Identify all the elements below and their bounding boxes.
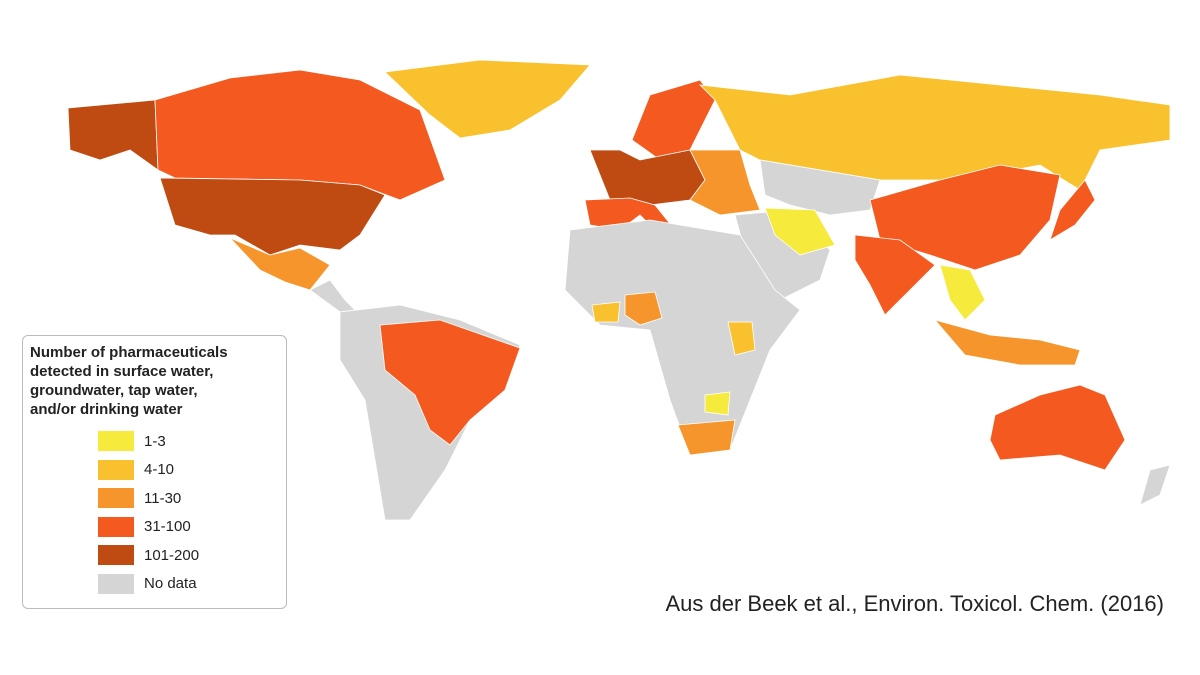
canada: [154, 69, 446, 201]
new-zealand: [1139, 464, 1171, 506]
mexico: [229, 237, 331, 291]
legend-label: 101-200: [144, 546, 200, 564]
legend-item: 1-3: [98, 427, 286, 456]
australia: [989, 384, 1126, 471]
se-asia: [939, 264, 986, 321]
legend-title-line: groundwater, tap water,: [30, 382, 198, 399]
central-america: [309, 279, 356, 313]
legend-swatch: [98, 573, 134, 594]
legend: Number of pharmaceuticals detected in sur…: [22, 335, 287, 609]
africa: [564, 219, 801, 456]
kenya: [727, 321, 756, 356]
india: [854, 234, 936, 316]
usa: [159, 177, 386, 256]
legend-item: No data: [98, 570, 286, 599]
legend-swatch: [98, 431, 134, 452]
iran: [764, 207, 836, 256]
legend-item: 31-100: [98, 513, 286, 542]
legend-title-line: and/or drinking water: [30, 401, 183, 418]
ghana: [591, 301, 621, 323]
legend-swatch: [98, 516, 134, 537]
citation: Aus der Beek et al., Environ. Toxicol. C…: [665, 591, 1164, 616]
legend-items: 1-3 4-10 11-30 31-100 101-200 No data: [98, 427, 286, 598]
legend-item: 101-200: [98, 541, 286, 570]
legend-label: No data: [144, 575, 197, 593]
legend-label: 31-100: [144, 518, 191, 536]
legend-label: 1-3: [144, 432, 166, 450]
scandinavia: [631, 79, 716, 161]
legend-label: 11-30: [144, 489, 182, 507]
south-africa: [677, 419, 736, 456]
legend-label: 4-10: [144, 461, 175, 479]
indonesia: [933, 319, 1081, 366]
zimbabwe: [704, 391, 731, 416]
alaska: [67, 99, 159, 171]
western-europe: [589, 149, 706, 206]
legend-swatch: [98, 488, 134, 509]
legend-swatch: [98, 459, 134, 480]
central-asia: [759, 159, 881, 216]
legend-title-line: Number of pharmaceuticals: [30, 344, 228, 361]
legend-item: 11-30: [98, 484, 286, 513]
greenland: [384, 59, 591, 139]
japan: [1049, 179, 1096, 241]
legend-title: Number of pharmaceuticals detected in sur…: [30, 343, 286, 419]
legend-title-line: detected in surface water,: [30, 363, 214, 380]
eastern-europe: [689, 149, 761, 216]
brazil: [379, 319, 521, 446]
nigeria: [624, 291, 663, 326]
legend-swatch: [98, 545, 134, 566]
legend-item: 4-10: [98, 456, 286, 485]
